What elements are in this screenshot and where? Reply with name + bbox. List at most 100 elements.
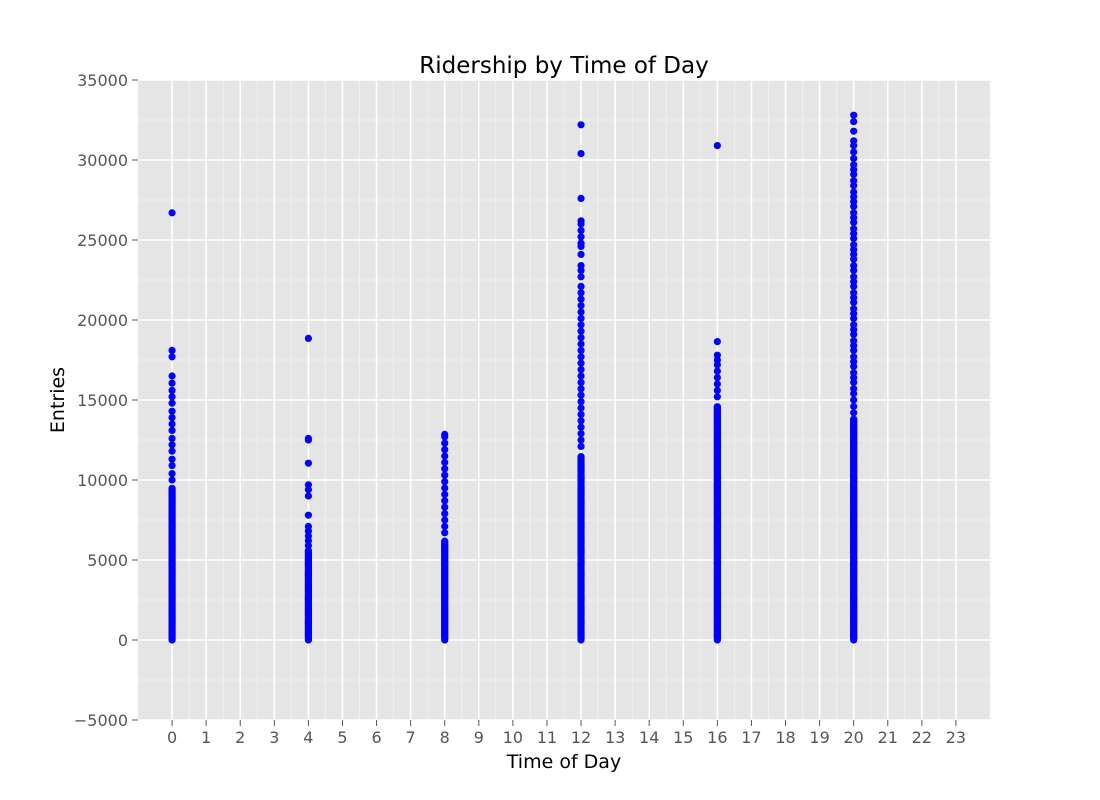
data-point	[850, 346, 858, 354]
y-tick-label: −5000	[74, 711, 128, 730]
data-point	[441, 458, 449, 466]
data-point	[850, 202, 858, 210]
data-point	[577, 346, 585, 354]
data-point	[713, 393, 721, 401]
x-tick-label: 21	[878, 728, 898, 747]
data-point	[713, 374, 721, 382]
data-point	[713, 380, 721, 388]
data-point	[577, 436, 585, 444]
y-tick-label: 15000	[77, 391, 128, 410]
data-point	[577, 226, 585, 234]
x-tick-label: 10	[503, 728, 523, 747]
y-tick-label: 25000	[77, 231, 128, 250]
data-point	[441, 537, 449, 545]
data-point	[713, 367, 721, 375]
x-tick-label: 6	[371, 728, 381, 747]
data-point	[441, 529, 449, 537]
data-point	[441, 503, 449, 511]
data-point	[441, 522, 449, 531]
data-point	[577, 334, 585, 342]
data-point	[168, 209, 176, 217]
y-tick-label: 0	[118, 631, 128, 650]
data-point	[577, 308, 585, 316]
data-point	[304, 486, 312, 494]
x-tick-label: 1	[201, 728, 211, 747]
x-tick-label: 3	[269, 728, 279, 747]
data-point	[168, 407, 176, 415]
y-tick-label: 20000	[77, 311, 128, 330]
data-point	[850, 282, 858, 290]
data-point	[168, 462, 176, 470]
data-point	[850, 127, 858, 135]
data-point	[304, 511, 312, 519]
x-tick-label: 20	[844, 728, 864, 747]
data-point	[168, 346, 176, 354]
data-point	[577, 250, 585, 258]
data-point	[304, 334, 312, 342]
data-point	[441, 490, 449, 498]
data-point	[168, 393, 176, 401]
data-point	[168, 441, 176, 449]
data-point	[441, 433, 449, 441]
data-point	[577, 273, 585, 281]
data-point	[577, 398, 585, 406]
data-point	[577, 423, 585, 431]
data-point	[168, 447, 176, 455]
data-point	[850, 148, 858, 156]
data-point	[850, 266, 858, 274]
data-point	[577, 233, 585, 241]
data-point	[577, 150, 585, 158]
data-point	[577, 314, 585, 322]
data-point	[850, 170, 858, 178]
data-point	[441, 516, 449, 524]
data-point	[850, 182, 858, 190]
data-point	[850, 402, 858, 410]
data-point	[304, 542, 312, 550]
data-point	[577, 359, 585, 367]
data-point	[577, 430, 585, 438]
data-point	[577, 266, 585, 274]
data-point	[168, 455, 176, 463]
data-point	[304, 492, 312, 500]
data-point	[577, 442, 585, 450]
axis-ticks: 0 1 2 3 4 5 6 7 8 9 10 11 12 13 14 15 16 17 18 19 20 21 22 23−5…	[74, 71, 966, 747]
data-point	[577, 391, 585, 399]
data-point	[168, 434, 176, 442]
data-point	[577, 327, 585, 335]
data-point	[577, 404, 585, 412]
data-point	[713, 361, 721, 369]
x-tick-label: 22	[912, 728, 932, 747]
data-point	[168, 414, 176, 422]
data-point	[441, 484, 449, 492]
data-point	[168, 476, 176, 484]
data-point	[850, 218, 858, 226]
data-point	[168, 372, 176, 380]
x-tick-label: 4	[303, 728, 313, 747]
data-point	[577, 220, 585, 228]
x-tick-label: 12	[571, 728, 591, 747]
x-tick-label: 23	[946, 728, 966, 747]
data-point	[168, 379, 176, 387]
data-point	[850, 396, 858, 404]
data-point	[577, 295, 585, 303]
data-point	[441, 497, 449, 505]
data-point	[850, 378, 858, 386]
data-point	[441, 452, 449, 460]
data-point	[850, 409, 858, 417]
data-point	[850, 314, 858, 322]
data-point	[577, 321, 585, 329]
data-point	[577, 340, 585, 348]
data-point	[577, 366, 585, 374]
data-point	[577, 372, 585, 380]
x-axis-label: Time of Day	[506, 751, 621, 773]
y-tick-label: 35000	[77, 71, 128, 90]
x-tick-label: 2	[235, 728, 245, 747]
data-point	[168, 353, 176, 361]
data-point	[168, 386, 176, 394]
y-tick-label: 5000	[87, 551, 128, 570]
data-point	[713, 338, 721, 346]
x-tick-label: 11	[537, 728, 557, 747]
data-point	[168, 484, 176, 492]
data-point	[441, 471, 449, 479]
